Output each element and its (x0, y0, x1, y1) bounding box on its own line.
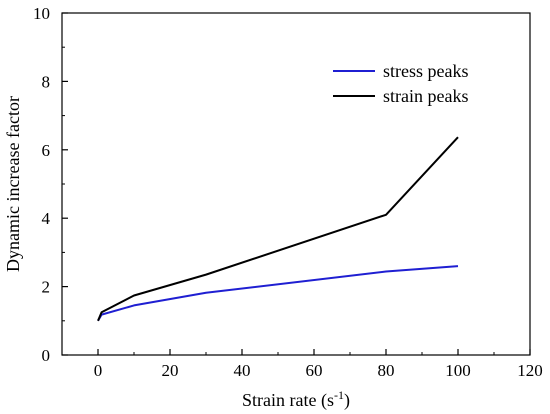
y-axis-title: Dynamic increase factor (3, 96, 23, 272)
x-tick-label-6: 120 (517, 361, 543, 380)
x-tick-label-4: 80 (378, 361, 395, 380)
y-tick-label-4: 8 (42, 72, 51, 91)
y-tick-label-5: 10 (33, 4, 50, 23)
x-tick-label-0: 0 (94, 361, 103, 380)
series-line-stress-peaks (97, 265, 459, 322)
x-axis-title-exponent: -1 (334, 388, 344, 402)
y-tick-label-1: 2 (42, 278, 51, 297)
x-tick-label-5: 100 (445, 361, 471, 380)
x-tick-label-1: 20 (162, 361, 179, 380)
y-tick-label-3: 6 (42, 141, 51, 160)
legend: stress peaks strain peaks (333, 61, 468, 106)
series-group (97, 136, 459, 322)
y-tick-label-0: 0 (42, 346, 51, 365)
series-line-strain-peaks (97, 136, 459, 322)
x-axis-title: Strain rate (s-1) (242, 388, 350, 411)
x-axis-title-close: ) (344, 390, 350, 411)
y-tick-label-2: 4 (42, 209, 51, 228)
x-tick-label-2: 40 (234, 361, 251, 380)
x-tick-label-3: 60 (306, 361, 323, 380)
tick-group: 0 20 40 60 80 100 120 0 2 4 6 8 10 (33, 4, 543, 380)
legend-label-strain-peaks: strain peaks (383, 86, 468, 106)
legend-label-stress-peaks: stress peaks (383, 61, 468, 81)
x-axis-title-main: Strain rate (s (242, 390, 334, 411)
